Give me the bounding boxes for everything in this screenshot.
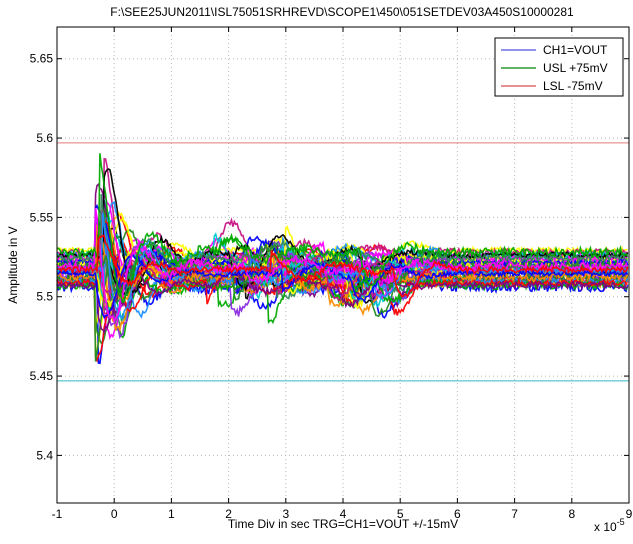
y-tick-label: 5.45 (30, 369, 54, 383)
y-tick-label: 5.65 (30, 52, 54, 66)
x-tick-label: -1 (52, 507, 63, 521)
series-trace (56, 208, 629, 324)
series-trace (56, 266, 628, 335)
series-trace (57, 234, 629, 299)
x-tick-label: 8 (568, 507, 575, 521)
x-axis-exponent: x 10-5 (594, 517, 625, 534)
legend-entry: USL +75mV (543, 61, 608, 75)
y-tick-label: 5.4 (36, 448, 53, 462)
series-trace (56, 194, 629, 303)
chart-title: F:\SEE25JUN2011\ISL75051SRHREVD\SCOPE1\4… (110, 5, 574, 19)
y-axis: 5.4 5.45 5.5 5.55 5.6 5.65 (30, 52, 629, 462)
x-tick-label: 4 (340, 507, 347, 521)
y-tick-label: 5.55 (30, 210, 54, 224)
y-tick-label: 5.5 (36, 290, 53, 304)
x-axis: -1 0 1 2 3 4 5 6 7 8 9 (52, 27, 633, 521)
x-axis-label: Time Div in sec TRG=CH1=VOUT +/-15mV (228, 517, 458, 531)
x-tick-label: 9 (626, 507, 633, 521)
legend: CH1=VOUT USL +75mV LSL -75mV (494, 37, 624, 97)
y-axis-label: Amplitude in V (6, 226, 20, 303)
x-tick-label: 7 (511, 507, 518, 521)
x-tick-label: 1 (168, 507, 175, 521)
x-tick-label: 5 (397, 507, 404, 521)
legend-entry: CH1=VOUT (543, 43, 608, 57)
series-trace (56, 250, 629, 320)
limit-lines (57, 142, 629, 382)
x-axis-exponent-base: x 10 (594, 520, 617, 534)
y-tick-label: 5.6 (36, 131, 53, 145)
x-tick-label: 3 (282, 507, 289, 521)
x-tick-label: 2 (225, 507, 232, 521)
legend-entry: LSL -75mV (543, 79, 603, 93)
x-axis-exponent-power: -5 (617, 517, 625, 527)
x-tick-label: 6 (454, 507, 461, 521)
series-trace (57, 153, 629, 304)
series-group (56, 153, 629, 365)
x-tick-label: 0 (111, 507, 118, 521)
